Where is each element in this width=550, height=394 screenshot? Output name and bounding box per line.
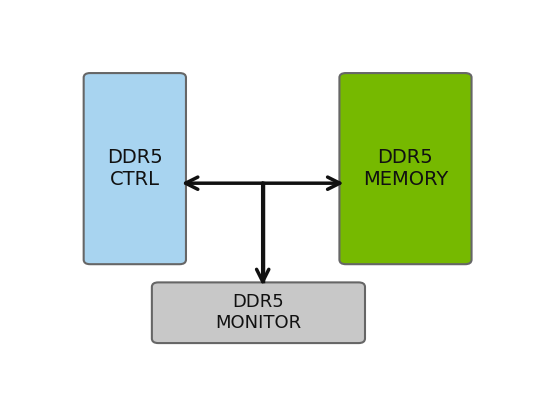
FancyBboxPatch shape [84, 73, 186, 264]
Text: DDR5
CTRL: DDR5 CTRL [107, 148, 163, 189]
Text: DDR5
MEMORY: DDR5 MEMORY [363, 148, 448, 189]
FancyBboxPatch shape [339, 73, 471, 264]
FancyBboxPatch shape [152, 282, 365, 343]
Text: DDR5
MONITOR: DDR5 MONITOR [216, 294, 301, 332]
